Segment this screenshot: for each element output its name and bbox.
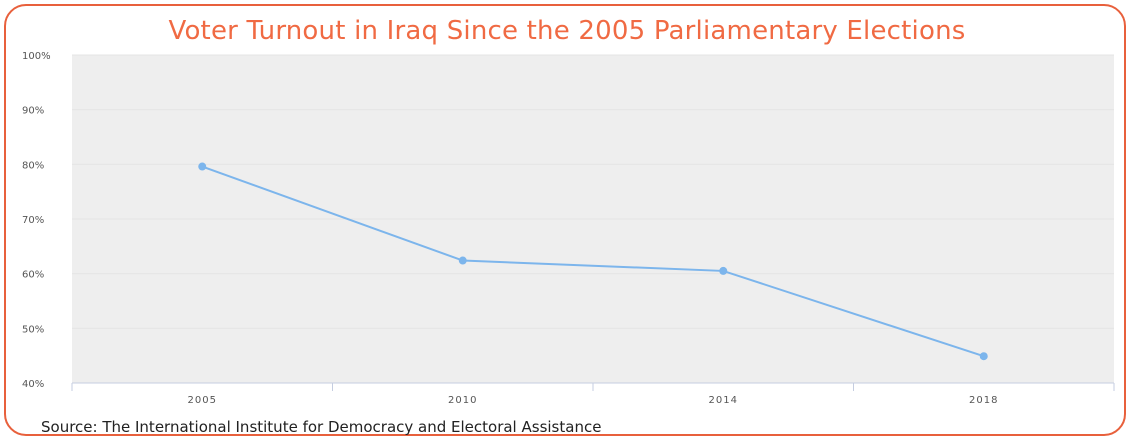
x-tick-label: 2005	[188, 395, 217, 406]
data-point-2018	[979, 352, 988, 361]
y-tick-label: 80%	[22, 160, 44, 171]
series-line	[201, 165, 985, 358]
source-note: Source: The International Institute for …	[41, 418, 602, 436]
chart-frame	[4, 4, 1126, 436]
y-tick-label: 70%	[22, 215, 44, 226]
y-tick-label: 60%	[22, 270, 44, 281]
data-point-2014	[719, 266, 728, 275]
y-tick-label: 90%	[22, 106, 44, 117]
x-tick-label: 2014	[709, 395, 738, 406]
data-point-2010	[458, 256, 467, 265]
chart-title: Voter Turnout in Iraq Since the 2005 Par…	[168, 16, 966, 46]
y-tick-label: 50%	[22, 324, 44, 335]
x-tick-label: 2018	[969, 395, 998, 406]
y-tick-label: 40%	[22, 379, 44, 390]
y-tick-label: 100%	[22, 51, 51, 62]
data-point-2005	[198, 162, 207, 171]
x-tick-label: 2010	[448, 395, 477, 406]
